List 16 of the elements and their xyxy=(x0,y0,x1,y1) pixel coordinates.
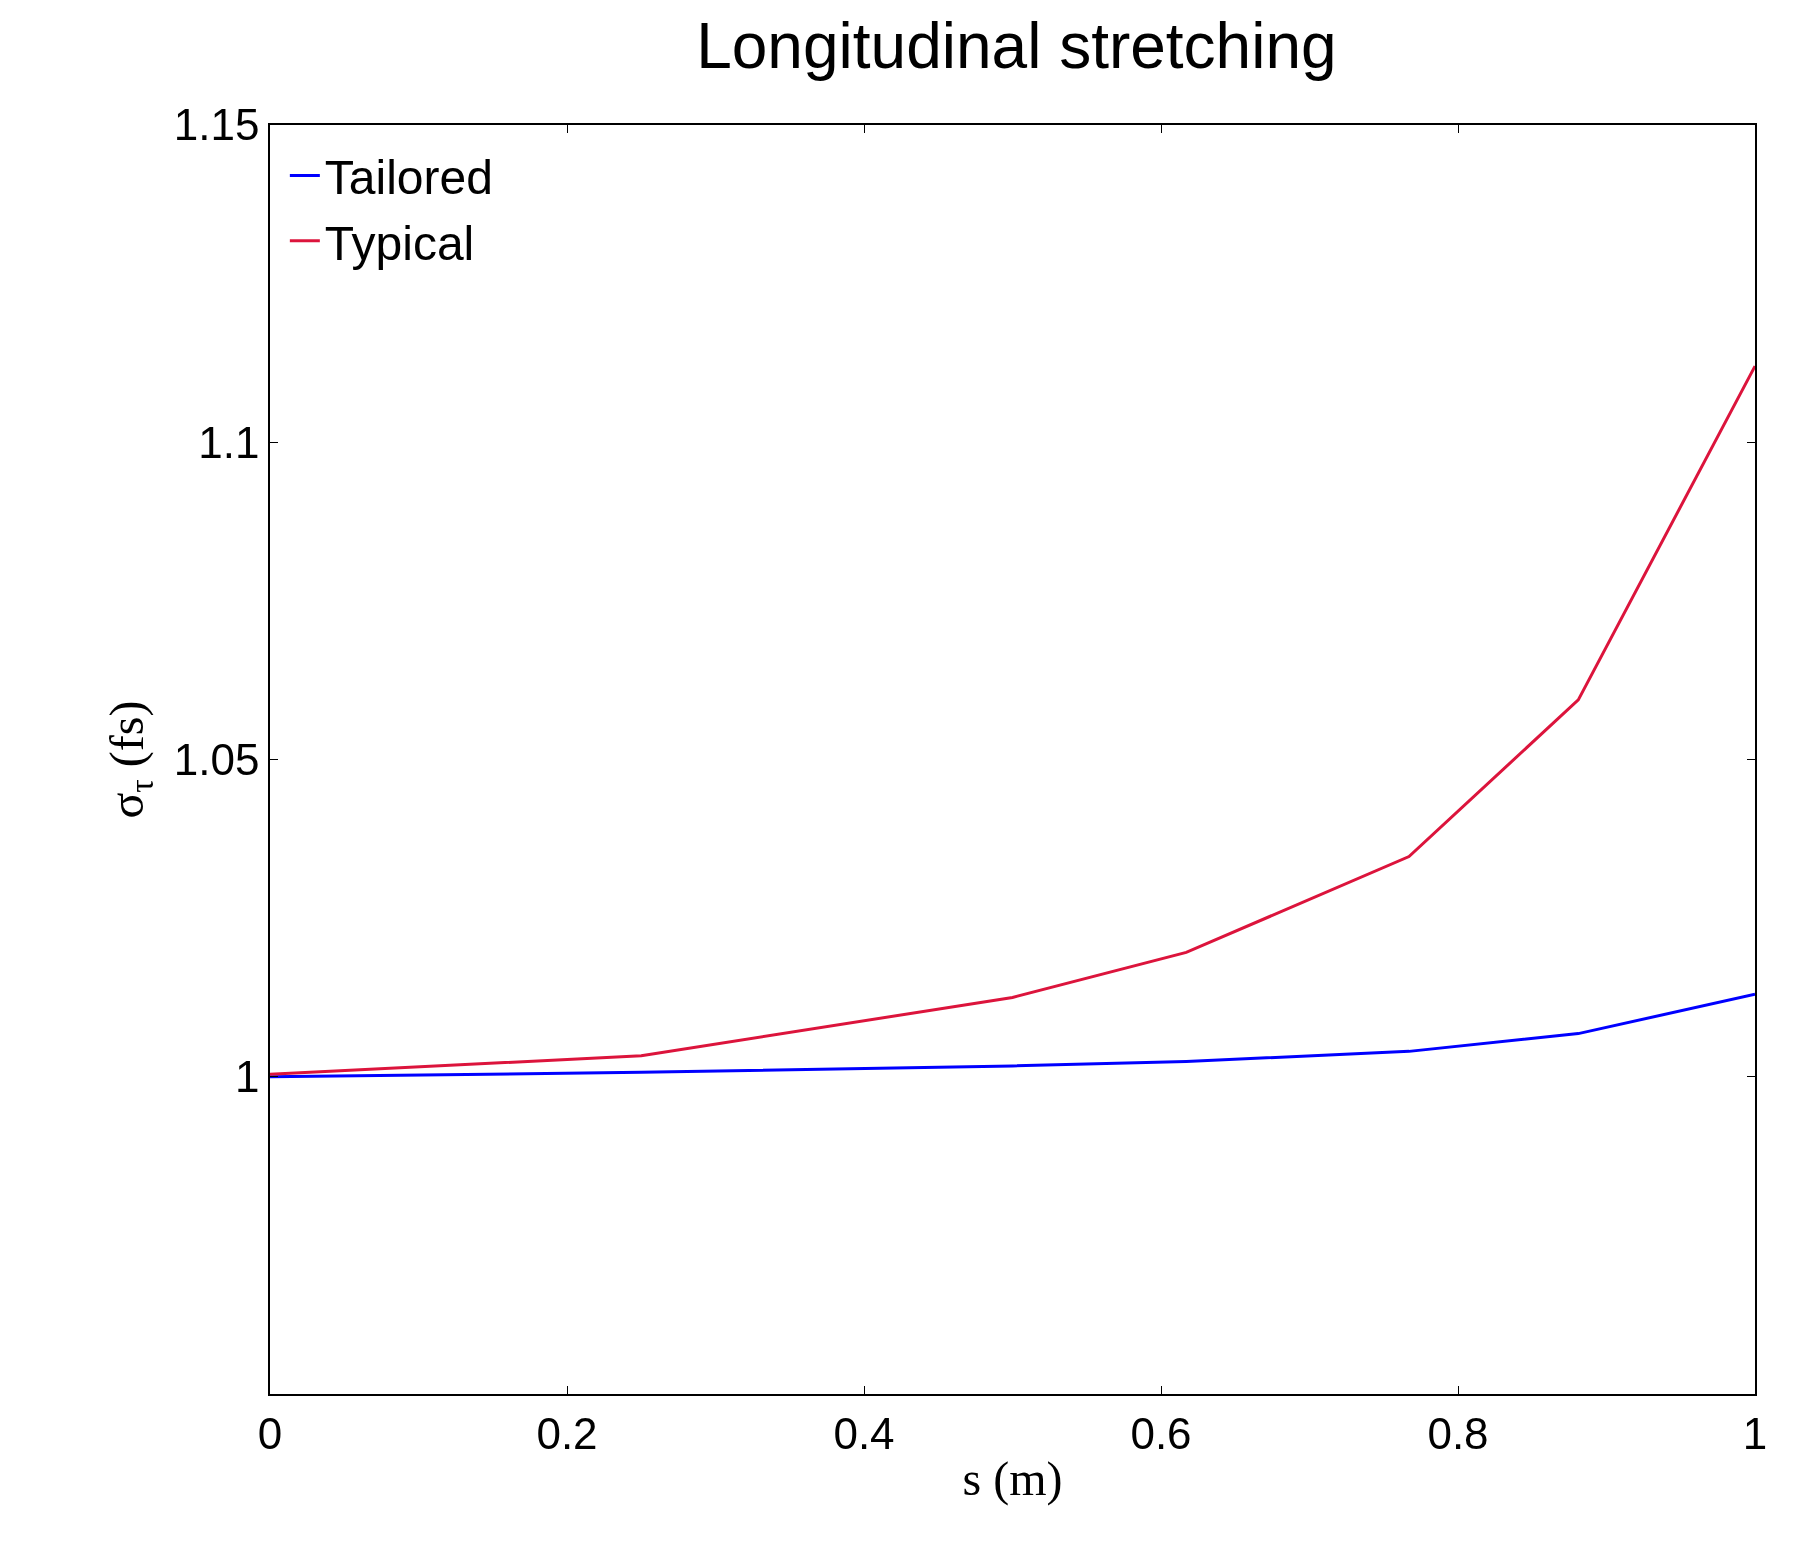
chart-title: Longitudinal stretching xyxy=(696,10,1337,83)
legend-label: Tailored xyxy=(324,151,493,205)
x-tick-label: 1 xyxy=(1742,1408,1768,1458)
x-tick-label: 0.2 xyxy=(536,1408,598,1458)
y-tick-label: 1 xyxy=(234,1052,260,1102)
y-tick-label: 1.1 xyxy=(198,417,260,467)
line-series xyxy=(270,364,1755,1076)
x-tick-label: 0.8 xyxy=(1427,1408,1489,1458)
legend-label: Typical xyxy=(324,216,475,270)
x-tick-label: 0.4 xyxy=(833,1408,895,1458)
y-tick-label: 1.15 xyxy=(173,100,260,150)
y-tick-label: 1.05 xyxy=(173,734,260,784)
x-tick-label: 0 xyxy=(257,1408,283,1458)
x-axis-title: s (m) xyxy=(962,1452,1063,1507)
line-series xyxy=(270,992,1755,1079)
x-tick-label: 0.6 xyxy=(1130,1408,1192,1458)
